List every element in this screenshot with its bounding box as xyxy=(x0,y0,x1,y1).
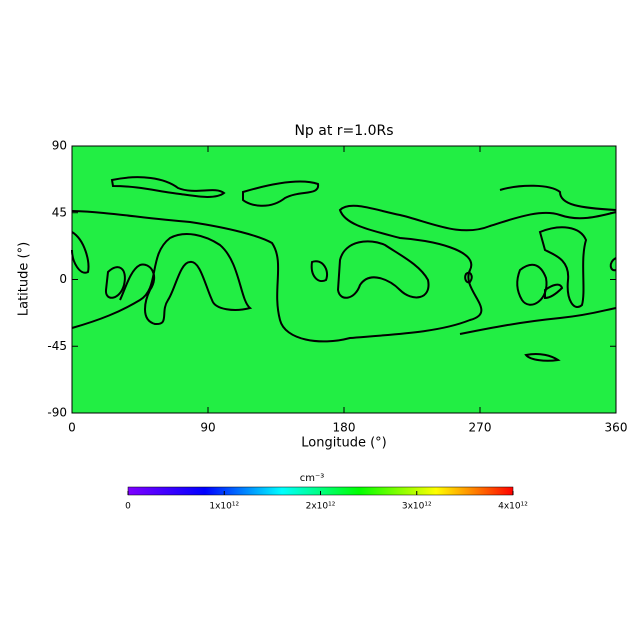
colorbar-tick-label: 1x10¹² xyxy=(209,502,239,512)
y-tick-label: 90 xyxy=(52,139,67,153)
x-tick-label: 180 xyxy=(333,421,356,435)
y-tick-label: 0 xyxy=(59,272,67,286)
x-tick-label: 270 xyxy=(469,421,492,435)
x-tick-label: 90 xyxy=(200,421,215,435)
colorbar-tick-label: 2x10¹² xyxy=(306,502,336,512)
y-tick-label: -45 xyxy=(47,339,67,353)
colorbar-tick-label: 4x10¹² xyxy=(498,502,528,512)
colorbar-tick-label: 0 xyxy=(125,502,131,512)
contours xyxy=(71,176,617,362)
y-axis-label: Latitude (°) xyxy=(17,242,32,316)
y-tick-label: -90 xyxy=(47,406,67,420)
y-tick-label: 45 xyxy=(52,205,67,219)
x-tick-label: 0 xyxy=(68,421,76,435)
x-tick-label: 360 xyxy=(605,421,628,435)
colorbar-label: cm⁻³ xyxy=(300,473,325,484)
x-axis-label: Longitude (°) xyxy=(301,436,386,451)
chart-title: Np at r=1.0Rs xyxy=(294,123,393,139)
colorbar-tick-label: 3x10¹² xyxy=(402,502,432,512)
field-fill xyxy=(72,146,616,413)
